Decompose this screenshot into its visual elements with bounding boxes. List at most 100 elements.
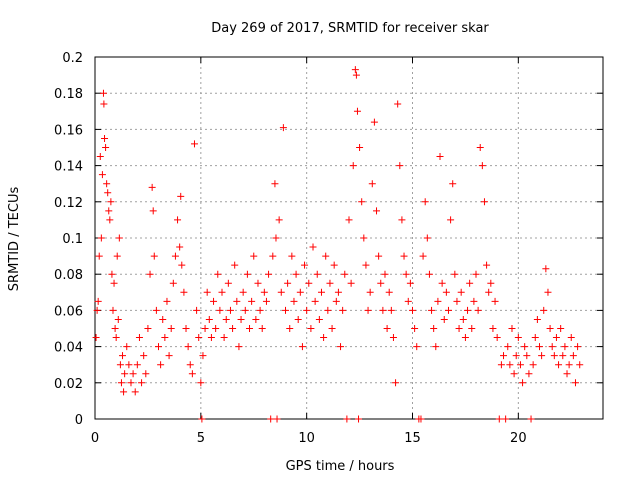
data-point (258, 325, 266, 332)
data-point (544, 288, 552, 296)
data-point (216, 306, 224, 314)
data-point (114, 315, 122, 323)
axis-ticks (94, 56, 603, 420)
data-point (457, 288, 465, 296)
data-point (425, 270, 433, 278)
data-point (279, 124, 287, 132)
data-point (111, 325, 119, 332)
data-point (303, 306, 311, 314)
data-point (373, 207, 381, 215)
data-point (129, 370, 137, 378)
data-point (313, 270, 321, 278)
data-point (542, 265, 550, 273)
data-point (161, 334, 169, 342)
data-point (140, 352, 148, 360)
data-point (417, 415, 425, 423)
data-point (396, 162, 404, 170)
data-point (550, 352, 558, 360)
data-point (125, 361, 133, 369)
data-point (108, 270, 116, 278)
data-point (243, 270, 251, 278)
data-point (322, 252, 330, 260)
data-point (355, 415, 363, 423)
data-point (218, 288, 226, 296)
data-point (364, 306, 372, 314)
data-point (468, 325, 476, 332)
y-tick-label: 0.02 (54, 377, 83, 392)
data-point (552, 334, 560, 342)
data-point (521, 343, 529, 351)
data-point (272, 234, 280, 242)
data-point (94, 297, 102, 305)
data-point (127, 379, 135, 387)
data-point (275, 216, 283, 224)
data-point (98, 171, 106, 179)
data-point (358, 198, 366, 206)
y-tick-label: 0.12 (54, 196, 83, 211)
data-point (301, 261, 309, 269)
data-point (508, 325, 516, 332)
data-point (527, 415, 535, 423)
data-point (250, 252, 258, 260)
data-point (421, 198, 429, 206)
data-point (447, 216, 455, 224)
data-point (423, 234, 431, 242)
data-point (567, 334, 575, 342)
data-point (177, 192, 185, 200)
data-point (432, 343, 440, 351)
data-point (212, 325, 220, 332)
y-tick-label: 0.14 (54, 160, 83, 175)
data-point (419, 252, 427, 260)
data-point (489, 325, 497, 332)
data-point (146, 270, 154, 278)
data-point (504, 343, 512, 351)
x-tick-label: 15 (404, 431, 421, 446)
y-tick-label: 0.04 (54, 341, 83, 356)
data-point (109, 306, 117, 314)
data-point (326, 279, 334, 287)
y-tick-label: 0.08 (54, 268, 83, 283)
data-point (320, 334, 328, 342)
data-point (516, 361, 524, 369)
data-point (400, 252, 408, 260)
data-point (438, 279, 446, 287)
data-point (360, 234, 368, 242)
data-point (273, 415, 281, 423)
data-point (180, 288, 188, 296)
data-point (480, 198, 488, 206)
data-point (389, 334, 397, 342)
data-point (385, 288, 393, 296)
data-point (464, 306, 472, 314)
data-point (107, 198, 115, 206)
data-point (474, 306, 482, 314)
x-tick-label: 20 (510, 431, 527, 446)
data-point (294, 315, 302, 323)
data-point (563, 370, 571, 378)
data-point (394, 100, 402, 108)
data-point (159, 315, 167, 323)
data-point (330, 261, 338, 269)
data-point (237, 315, 245, 323)
data-point (436, 153, 444, 161)
data-point (349, 162, 357, 170)
data-point (309, 243, 317, 251)
data-point (152, 306, 160, 314)
data-point (110, 279, 118, 287)
y-axis-label: SRMTID / TECUs (7, 187, 22, 292)
data-point (144, 325, 152, 332)
data-point (171, 252, 179, 260)
data-point (99, 89, 107, 97)
data-point (231, 261, 239, 269)
data-point (493, 334, 501, 342)
data-point (529, 361, 537, 369)
data-point (548, 343, 556, 351)
data-point (298, 343, 306, 351)
data-point (112, 334, 120, 342)
data-point (442, 288, 450, 296)
data-point (248, 297, 256, 305)
data-point (305, 279, 313, 287)
data-point (345, 216, 353, 224)
y-tick-label: 0.16 (54, 123, 83, 138)
data-point (411, 325, 419, 332)
